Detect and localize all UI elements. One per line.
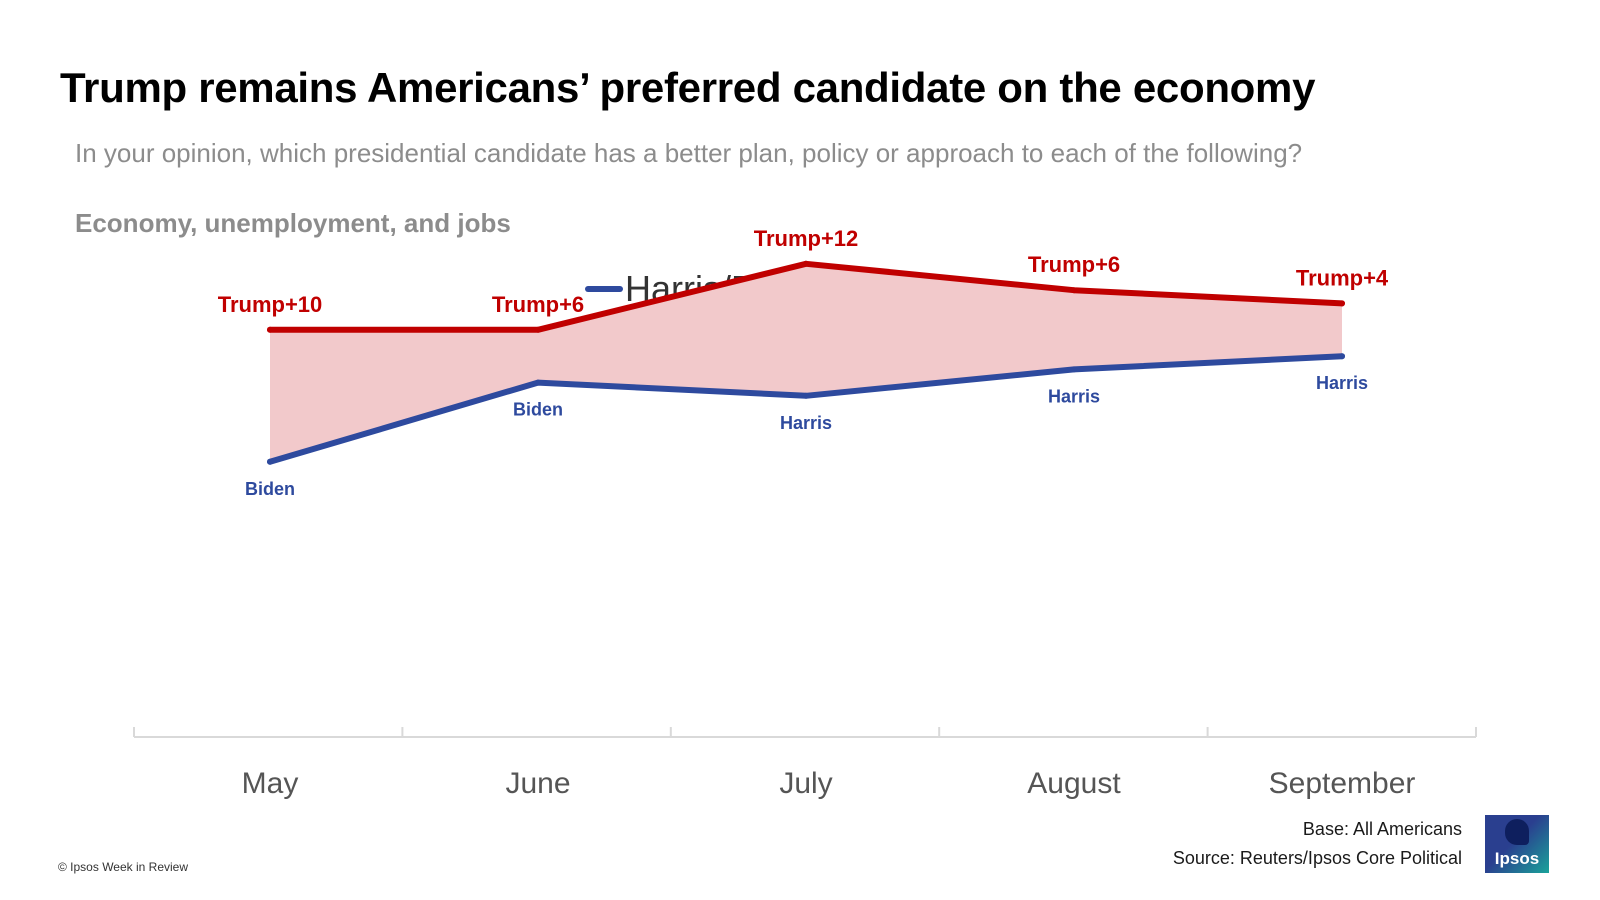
ipsos-logo-text: Ipsos: [1494, 849, 1540, 868]
x-tick-label: June: [505, 767, 570, 800]
chart-subtitle: In your opinion, which presidential cand…: [75, 138, 1303, 168]
harris-biden-point: [535, 379, 541, 386]
harris-biden-point: [1071, 366, 1077, 373]
trump-data-label: Trump+4: [1296, 265, 1389, 290]
base-note: Base: All Americans: [1302, 819, 1462, 839]
trump-data-label: Trump+10: [218, 292, 323, 317]
trump-point: [1339, 300, 1345, 307]
harris-biden-data-label: Biden: [513, 400, 563, 420]
chart-topic: Economy, unemployment, and jobs: [75, 208, 511, 238]
x-tick-label: September: [1269, 767, 1416, 800]
source-note: Source: Reuters/Ipsos Core Political: [1172, 848, 1462, 868]
harris-biden-point: [803, 392, 809, 399]
harris-biden-point: [267, 458, 273, 465]
x-tick-label: August: [1027, 767, 1121, 800]
ipsos-logo-mark: [1505, 819, 1529, 845]
harris-biden-point: [1339, 353, 1345, 360]
trump-data-label: Trump+6: [492, 292, 584, 317]
ipsos-logo: Ipsos: [1485, 815, 1549, 873]
legend-swatch-harris-biden: [585, 286, 623, 292]
harris-biden-data-label: Harris: [1048, 386, 1100, 406]
x-tick-label: July: [779, 767, 832, 800]
trump-point: [1071, 287, 1077, 294]
harris-biden-data-label: Harris: [780, 413, 832, 433]
chart-title: Trump remains Americans’ preferred candi…: [60, 64, 1316, 111]
harris-biden-data-label: Harris: [1316, 373, 1368, 393]
trump-point: [535, 326, 541, 333]
copyright-note: © Ipsos Week in Review: [58, 860, 189, 874]
footer-notes: Base: All Americans Source: Reuters/Ipso…: [1173, 815, 1462, 873]
gap-area: [270, 263, 1342, 462]
trump-point: [803, 260, 809, 267]
trump-data-label: Trump+12: [754, 226, 859, 251]
harris-biden-data-label: Biden: [245, 479, 295, 499]
trump-data-label: Trump+6: [1028, 252, 1120, 277]
x-tick-label: May: [242, 767, 299, 800]
trump-point: [267, 326, 273, 333]
